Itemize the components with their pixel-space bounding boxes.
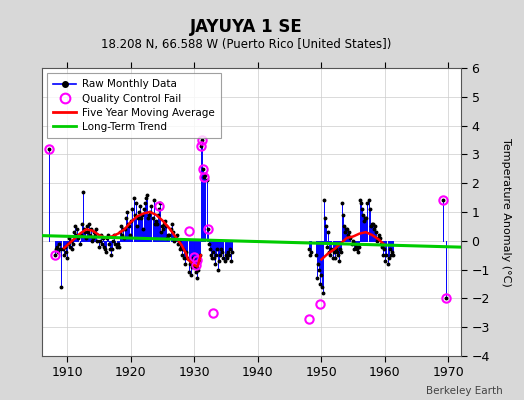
Text: JAYUYA 1 SE: JAYUYA 1 SE <box>190 18 303 36</box>
Text: 18.208 N, 66.588 W (Puerto Rico [United States]): 18.208 N, 66.588 W (Puerto Rico [United … <box>101 38 391 51</box>
Text: Berkeley Earth: Berkeley Earth <box>427 386 503 396</box>
Y-axis label: Temperature Anomaly (°C): Temperature Anomaly (°C) <box>501 138 511 286</box>
Legend: Raw Monthly Data, Quality Control Fail, Five Year Moving Average, Long-Term Tren: Raw Monthly Data, Quality Control Fail, … <box>47 73 221 138</box>
